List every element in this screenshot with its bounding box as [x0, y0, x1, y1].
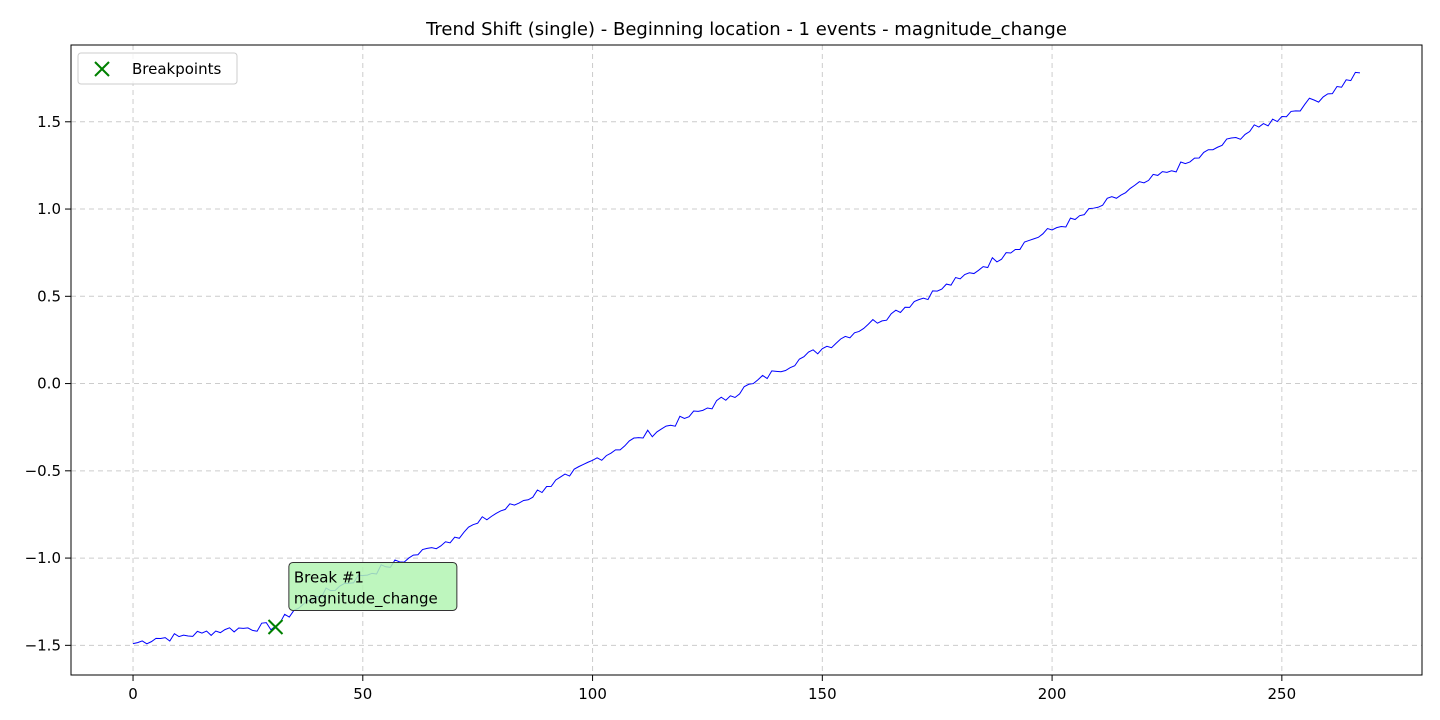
- breakpoint-markers: [267, 619, 284, 635]
- legend-frame: [77, 52, 238, 85]
- x-tick-label: 100: [578, 685, 607, 703]
- y-tick-label: 0.5: [37, 287, 61, 305]
- plot-frame: [70, 44, 1423, 676]
- chart-title: Trend Shift (single) - Beginning locatio…: [425, 19, 1067, 40]
- y-tick-label: 0.0: [37, 375, 61, 393]
- annotation-text: magnitude_change: [294, 589, 438, 608]
- ticks: 0 50 100 150 200 250 −1.5 −1.0 −0.5 0.0 0.5 1.0 1.5: [25, 113, 1297, 703]
- x-tick-label: 0: [128, 685, 138, 703]
- annotation-box: [288, 561, 458, 611]
- break-annotation: Break #1 magnitude_change: [288, 561, 458, 611]
- annotations: Break #1 magnitude_change: [288, 561, 458, 611]
- legend-marker: [94, 61, 110, 77]
- x-tick-label: 50: [353, 685, 372, 703]
- legend-label: Breakpoints: [132, 60, 221, 78]
- annotation-text: Break #1: [294, 568, 364, 586]
- y-tick-label: −0.5: [25, 462, 61, 480]
- y-tick-label: 1.5: [37, 113, 61, 131]
- breakpoint-marker: [267, 619, 284, 635]
- legend[interactable]: Breakpoints: [77, 52, 238, 85]
- y-tick-label: −1.5: [25, 636, 61, 654]
- x-tick-label: 150: [808, 685, 837, 703]
- grid: [71, 45, 1422, 675]
- y-tick-label: 1.0: [37, 200, 61, 218]
- x-tick-label: 250: [1268, 685, 1297, 703]
- y-tick-label: −1.0: [25, 549, 61, 567]
- x-tick-label: 200: [1038, 685, 1067, 703]
